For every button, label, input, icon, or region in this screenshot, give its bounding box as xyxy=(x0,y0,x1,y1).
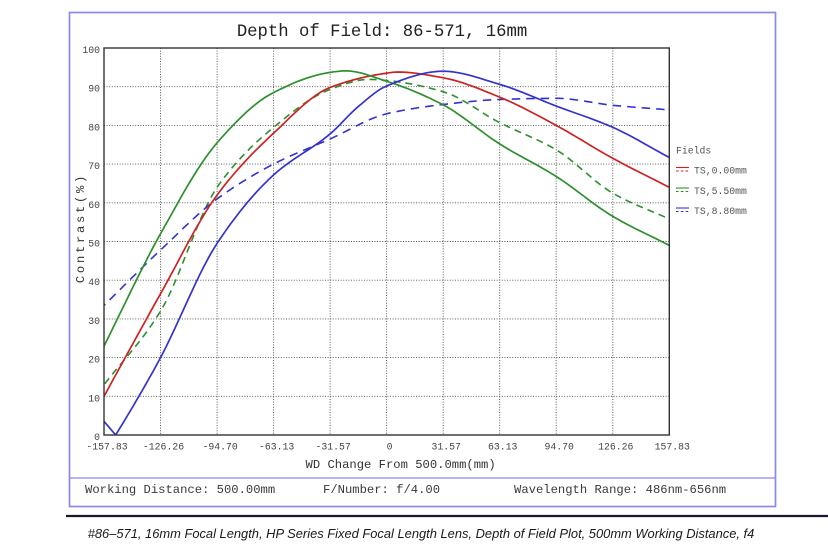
svg-text:60: 60 xyxy=(88,200,100,211)
svg-text:80: 80 xyxy=(88,122,100,133)
svg-text:70: 70 xyxy=(88,161,100,172)
svg-text:F/Number: f/4.00: F/Number: f/4.00 xyxy=(323,483,440,497)
svg-text:Wavelength Range: 486nm-656nm: Wavelength Range: 486nm-656nm xyxy=(514,483,726,497)
svg-text:-94.70: -94.70 xyxy=(202,442,237,453)
svg-text:40: 40 xyxy=(88,277,100,288)
svg-text:Fields: Fields xyxy=(676,146,711,157)
svg-text:Depth of Field: 86-571, 16mm: Depth of Field: 86-571, 16mm xyxy=(237,23,527,42)
svg-text:0: 0 xyxy=(387,442,393,453)
svg-text:90: 90 xyxy=(88,84,100,95)
svg-text:TS,5.50mm: TS,5.50mm xyxy=(694,186,747,197)
svg-text:WD Change From 500.0mm(mm): WD Change From 500.0mm(mm) xyxy=(306,458,496,472)
svg-text:TS,0.00mm: TS,0.00mm xyxy=(694,166,747,177)
svg-text:126.26: 126.26 xyxy=(598,442,633,453)
svg-text:100: 100 xyxy=(82,45,100,56)
svg-text:-126.26: -126.26 xyxy=(143,442,184,453)
svg-text:-63.13: -63.13 xyxy=(259,442,294,453)
svg-text:Working Distance: 500.00mm: Working Distance: 500.00mm xyxy=(85,483,275,497)
svg-text:-31.57: -31.57 xyxy=(315,442,350,453)
svg-text:-157.83: -157.83 xyxy=(86,442,127,453)
svg-text:10: 10 xyxy=(88,393,100,404)
svg-text:94.70: 94.70 xyxy=(544,442,574,453)
svg-text:TS,8.80mm: TS,8.80mm xyxy=(694,206,747,217)
svg-text:63.13: 63.13 xyxy=(488,442,518,453)
svg-text:Contrast(%): Contrast(%) xyxy=(74,173,88,283)
svg-text:157.83: 157.83 xyxy=(655,442,690,453)
svg-text:31.57: 31.57 xyxy=(431,442,461,453)
svg-text:50: 50 xyxy=(88,239,100,250)
svg-text:0: 0 xyxy=(94,432,100,443)
svg-text:30: 30 xyxy=(88,316,100,327)
svg-text:#86–571, 16mm Focal Length, HP: #86–571, 16mm Focal Length, HP Series Fi… xyxy=(88,526,755,541)
svg-text:20: 20 xyxy=(88,355,100,366)
